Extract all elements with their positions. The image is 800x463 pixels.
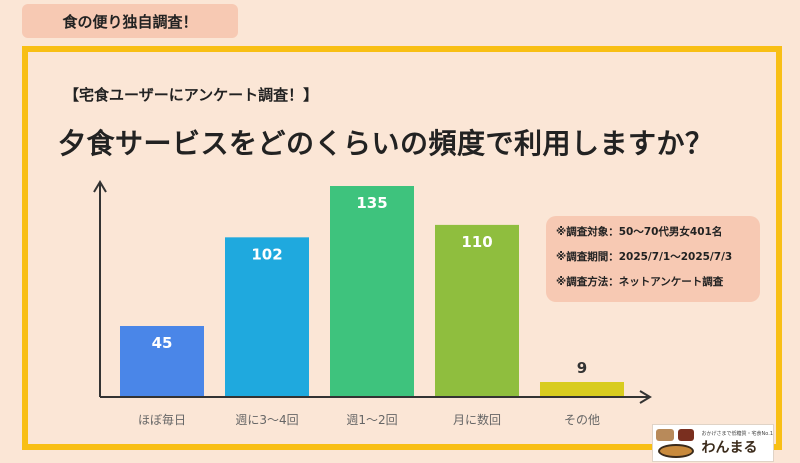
survey-question: 夕食サービスをどのくらいの頻度で利用しますか？: [58, 127, 714, 160]
category-labels: ほぼ毎日 週に3〜4回 週1〜2回 月に数回 その他: [138, 412, 600, 427]
bar-1: [225, 237, 309, 396]
axes: [93, 180, 652, 404]
category-label-4: その他: [564, 413, 600, 427]
info-period: ※調査期間：2025/7/1～2025/7/3: [556, 251, 733, 263]
survey-tag: 【宅食ユーザーにアンケート調査！】: [64, 86, 319, 104]
value-labels: 45 102 135 110 9: [152, 194, 588, 377]
bar-4: [540, 382, 624, 396]
logo-tagline: おかげさまで低糖質・宅食No.1: [701, 430, 773, 437]
header-tab: 食の便り独自調査！: [22, 4, 238, 38]
bar-3: [435, 224, 519, 396]
info-method: ※調査方法：ネットアンケート調査: [556, 276, 724, 288]
brand-logo: おかげさまで低糖質・宅食No.1 わんまる: [652, 424, 774, 462]
bars: [120, 186, 624, 396]
logo-brand: わんまる: [701, 439, 758, 456]
survey-frame: 【宅食ユーザーにアンケート調査！】 夕食サービスをどのくらいの頻度で利用しますか…: [22, 46, 782, 450]
info-target: ※調査対象：50～70代男女401名: [556, 226, 723, 238]
x-axis-arrow: [639, 390, 652, 404]
category-label-2: 週1〜2回: [346, 413, 397, 427]
value-label-2: 135: [356, 194, 387, 212]
category-label-1: 週に3〜4回: [235, 413, 298, 427]
y-axis-arrow: [93, 180, 107, 193]
header-tab-label: 食の便り独自調査！: [62, 12, 198, 31]
value-label-4: 9: [577, 359, 587, 377]
meal-illustration-icon: [656, 427, 698, 459]
category-label-0: ほぼ毎日: [138, 412, 186, 427]
category-label-3: 月に数回: [453, 412, 501, 427]
bar-chart: 45 102 135 110 9 ほぼ毎日 週に3〜4回 週1〜2回 月に数回 その他: [93, 180, 652, 427]
value-label-0: 45: [152, 334, 173, 352]
value-label-3: 110: [461, 233, 492, 251]
bar-2: [330, 186, 414, 396]
survey-info-box: ※調査対象：50～70代男女401名 ※調査期間：2025/7/1～2025/7…: [546, 216, 760, 302]
value-label-1: 102: [251, 245, 282, 263]
bar-0: [120, 326, 204, 396]
